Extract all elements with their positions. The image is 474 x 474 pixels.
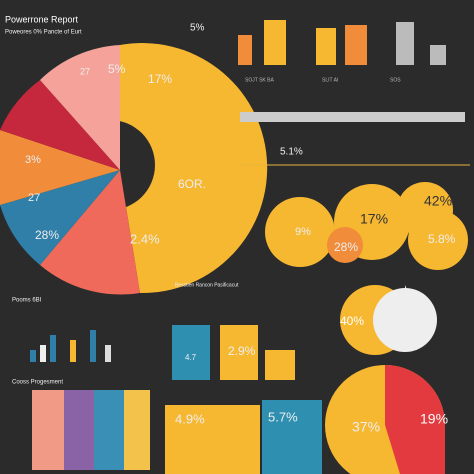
bubble: [327, 227, 363, 263]
pie-wedge: [40, 170, 140, 295]
bar: [430, 45, 446, 65]
stat: 5%: [190, 23, 205, 34]
pie-wedge: [0, 130, 120, 205]
bar: [345, 25, 367, 65]
pie-label: 19%: [420, 411, 448, 427]
stat: 5.1%: [280, 147, 303, 158]
pie-wedge: [0, 170, 120, 265]
card-label: 4.9%: [175, 411, 205, 426]
section-title: Pooms 6BI: [12, 298, 42, 304]
pie-wedge: [40, 45, 120, 170]
card: [262, 400, 322, 474]
bar-label: SOS: [390, 77, 401, 83]
donut-part: [373, 288, 437, 352]
bubble-label: 42%: [424, 193, 452, 209]
pie-label: 27: [80, 66, 90, 76]
card: [165, 405, 260, 474]
bar: [316, 28, 336, 65]
pie-wedge: [385, 365, 445, 474]
bar-label: SOJT SK BA: [245, 77, 274, 83]
bar: [172, 325, 210, 380]
pie-main: [120, 43, 268, 294]
title: Powerrone Report: [5, 14, 79, 24]
pie-label: 28%: [35, 228, 59, 242]
bar-label: 4.7: [185, 353, 197, 362]
pie-label: 27: [28, 192, 40, 204]
pie-label: 37%: [352, 419, 380, 435]
bubble: [408, 210, 468, 270]
pie-label: 17%: [148, 72, 172, 86]
subtitle: Poweores 0% Pancte of Eurt: [5, 30, 82, 36]
bubble-label: 5.8%: [428, 232, 456, 246]
pie-wedge: [0, 80, 120, 170]
bar: [265, 350, 295, 380]
bubble-label: 28%: [334, 240, 358, 254]
bar: [264, 20, 286, 65]
donut-label: 0%: [398, 314, 416, 328]
donut-label: 40%: [340, 314, 364, 328]
mini-bars: [30, 330, 111, 362]
bar: [220, 325, 258, 380]
bar: [396, 22, 414, 65]
pie-label: 3%: [25, 154, 41, 166]
bubble: [265, 197, 335, 267]
heat-table: [32, 390, 150, 470]
section-title: Cooss Progesment: [12, 380, 63, 386]
bubble-label: 17%: [360, 211, 388, 227]
bar-label: SLIT AI: [322, 77, 338, 83]
pie-label: 6OR.: [178, 177, 206, 191]
bubble-label: 9%: [295, 226, 311, 238]
h-bar: [240, 112, 465, 122]
bar-label: 2.9%: [228, 344, 256, 358]
pie-label: 2.4%: [130, 231, 160, 246]
card-label: 5.7%: [268, 409, 298, 424]
bar: [238, 35, 252, 65]
section-title: Besstien Rancon Pasificacut: [175, 282, 239, 288]
pie-label: 5%: [108, 62, 126, 76]
